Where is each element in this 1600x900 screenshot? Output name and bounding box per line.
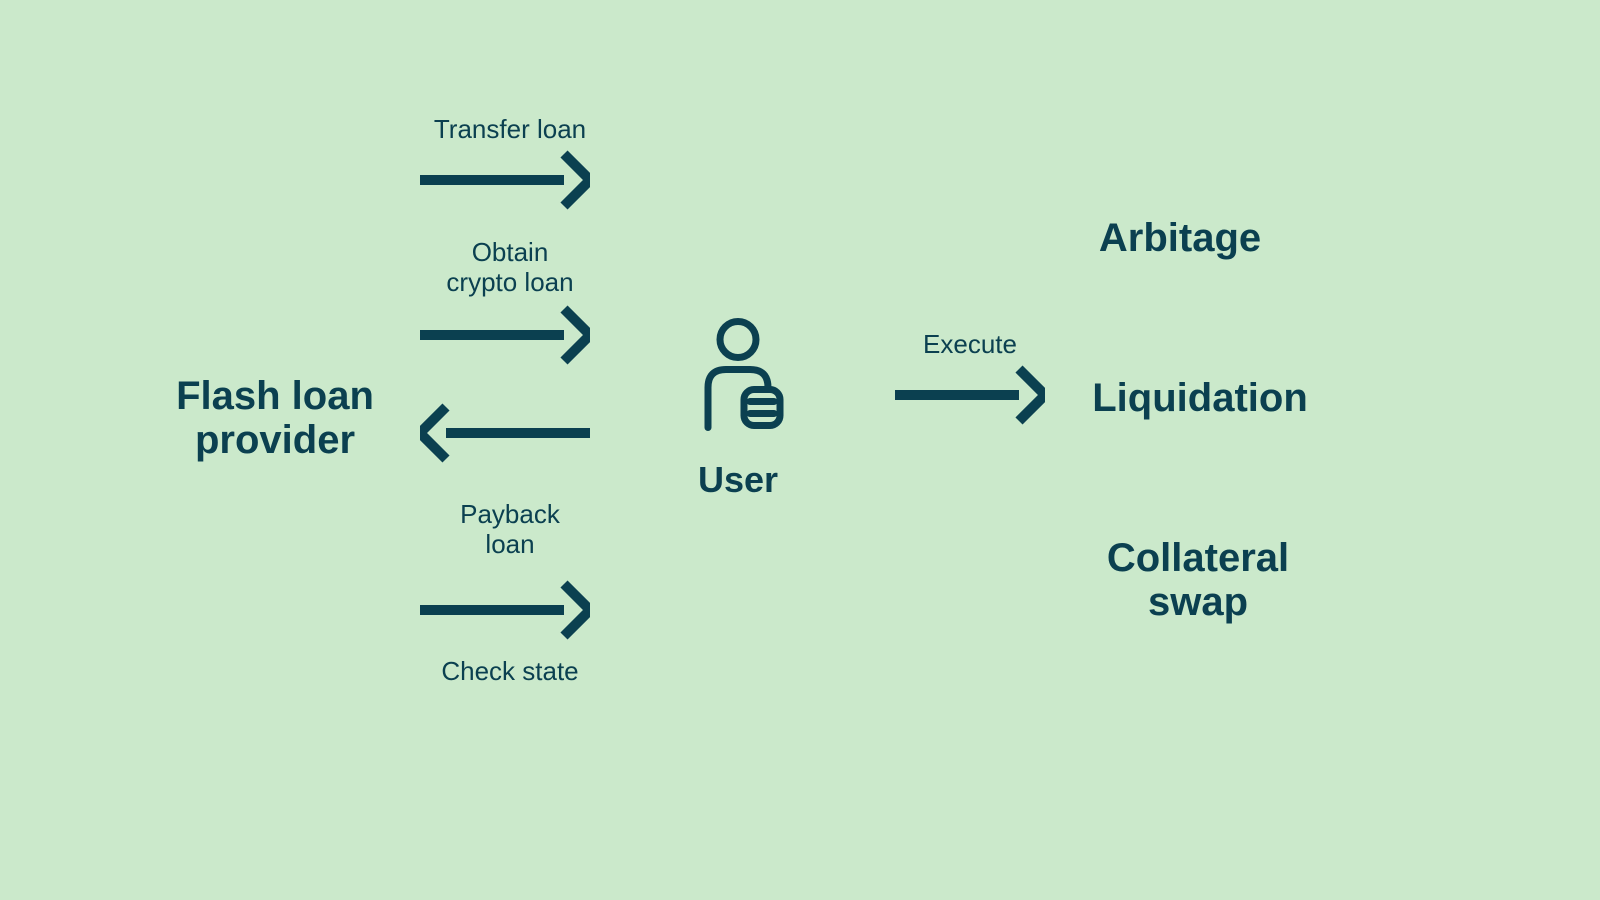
arrow-transfer-loan xyxy=(420,149,590,211)
label-check-state: Check state xyxy=(441,657,578,687)
label-transfer-loan: Transfer loan xyxy=(434,115,586,145)
diagram-canvas: Flash loan provider Arbitage Liquidation… xyxy=(0,0,1600,900)
user-icon xyxy=(678,316,798,441)
arrow-execute xyxy=(895,364,1045,426)
node-arbitage: Arbitage xyxy=(1099,216,1261,260)
node-collateral-swap: Collateral swap xyxy=(1107,536,1289,624)
label-payback-loan: Payback loan xyxy=(460,500,560,560)
label-obtain-loan: Obtain crypto loan xyxy=(446,238,573,298)
node-flash-loan-provider: Flash loan provider xyxy=(176,374,374,462)
arrow-obtain-loan xyxy=(420,304,590,366)
arrow-payback-loan xyxy=(420,402,590,464)
arrow-check-state xyxy=(420,579,590,641)
label-execute: Execute xyxy=(923,330,1017,360)
node-liquidation: Liquidation xyxy=(1092,376,1308,420)
node-user-label: User xyxy=(698,460,778,500)
